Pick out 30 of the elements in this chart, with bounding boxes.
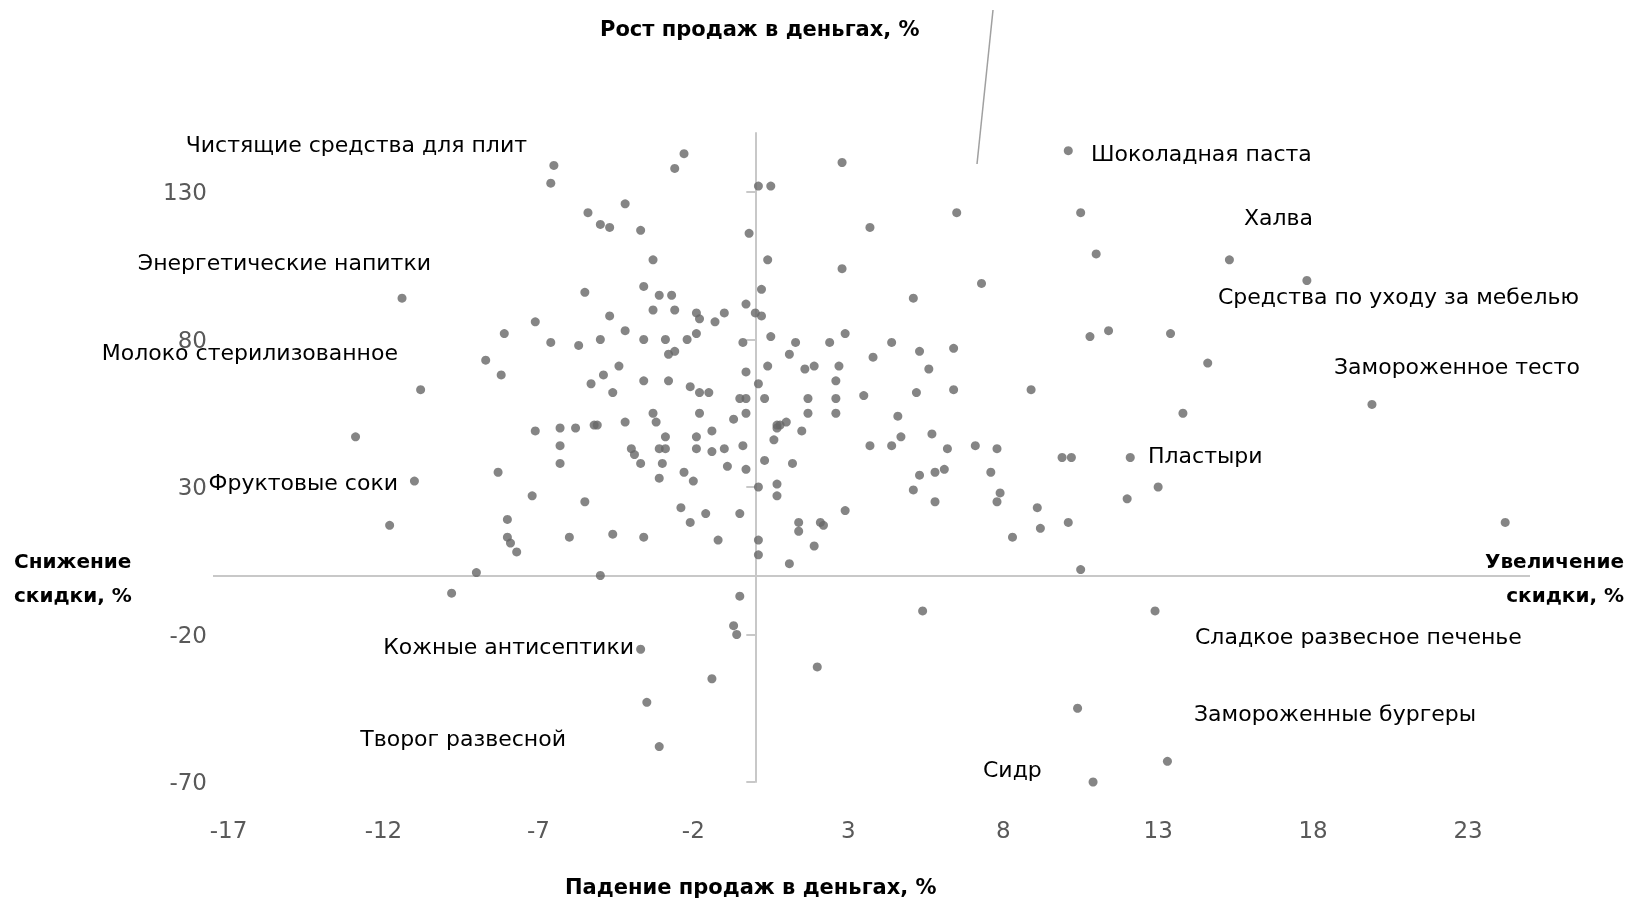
annotation: Пластыри xyxy=(1148,442,1263,468)
x-tick-label: 18 xyxy=(1298,816,1328,843)
y-tick-label: 30 xyxy=(177,474,207,500)
x-tick-label: 13 xyxy=(1143,816,1173,843)
annotation: Увеличение скидки, % xyxy=(1485,549,1624,607)
y-tick-label: -20 xyxy=(169,621,207,648)
y-tick-label: -70 xyxy=(169,769,207,795)
annotation: Чистящие средства для плит xyxy=(185,131,528,157)
x-tick-label: -17 xyxy=(209,816,248,843)
y-axis-title: Рост продаж в деньгах, % xyxy=(600,16,920,41)
annotation: Шоколадная паста xyxy=(1091,140,1312,166)
x-tick-label: -2 xyxy=(681,816,705,843)
annotation: Халва xyxy=(1244,204,1314,230)
text: Снижение скидки, % xyxy=(14,549,139,607)
x-tick-label: 3 xyxy=(840,816,856,843)
annotation: Энергетические напитки xyxy=(137,249,431,275)
annotation: Сладкое развесное печенье xyxy=(1195,623,1522,649)
x-tick-label: 23 xyxy=(1453,816,1483,843)
annotation: Замороженные бургеры xyxy=(1194,700,1477,726)
annotation: Замороженное тесто xyxy=(1334,353,1580,379)
annotation: Творог развесной xyxy=(359,725,566,751)
x-axis-title: Падение продаж в деньгах, % xyxy=(565,874,937,899)
annotation: Средства по уходу за мебелью xyxy=(1218,283,1579,309)
annotation: Сидр xyxy=(983,756,1042,782)
x-tick-label: -12 xyxy=(364,816,403,843)
annotation: Кожные антисептики xyxy=(383,633,634,659)
y-tick-label: 130 xyxy=(163,179,207,205)
x-tick-label: 8 xyxy=(995,816,1011,843)
annotation: Фруктовые соки xyxy=(208,469,398,495)
x-tick-label: -7 xyxy=(526,816,550,843)
